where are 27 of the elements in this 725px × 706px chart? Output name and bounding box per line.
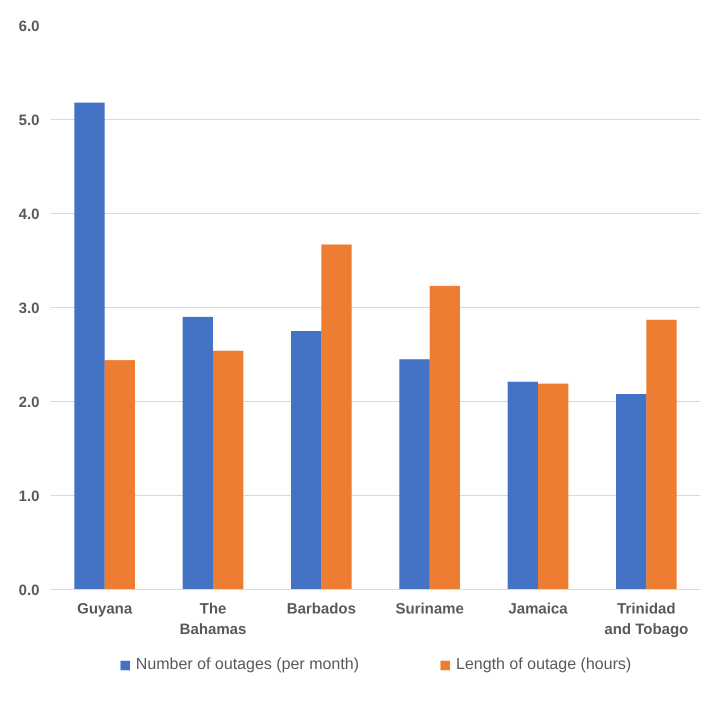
bar	[646, 320, 677, 590]
y-tick-label: 0.0	[18, 582, 40, 599]
x-tick-label: The Bahamas	[180, 600, 246, 638]
bar	[399, 359, 430, 590]
bar	[291, 331, 322, 590]
y-tick-label: 1.0	[18, 488, 40, 505]
bar	[508, 382, 538, 590]
y-tick-label: 4.0	[18, 206, 40, 223]
y-tick-label: 3.0	[18, 300, 40, 317]
bar	[538, 384, 568, 590]
x-tick-label: Barbados	[286, 600, 356, 618]
y-tick-label: 6.0	[18, 18, 40, 35]
bar	[104, 360, 135, 590]
legend-label: Length of outage (hours)	[456, 656, 632, 674]
bar	[616, 394, 646, 590]
y-tick-label: 2.0	[18, 394, 40, 411]
x-tick-label: Trinidad and Tobago	[604, 600, 688, 638]
bar	[182, 316, 213, 590]
y-tick-label: 5.0	[18, 112, 40, 129]
bar	[430, 286, 460, 590]
x-tick-label: Suriname	[395, 600, 464, 618]
x-tick-label: Jamaica	[508, 600, 568, 618]
bar	[321, 244, 352, 590]
x-tick-label: Guyana	[77, 600, 133, 618]
legend-label: Number of outages (per month)	[136, 656, 359, 674]
bar	[74, 102, 105, 590]
bar	[213, 350, 244, 590]
